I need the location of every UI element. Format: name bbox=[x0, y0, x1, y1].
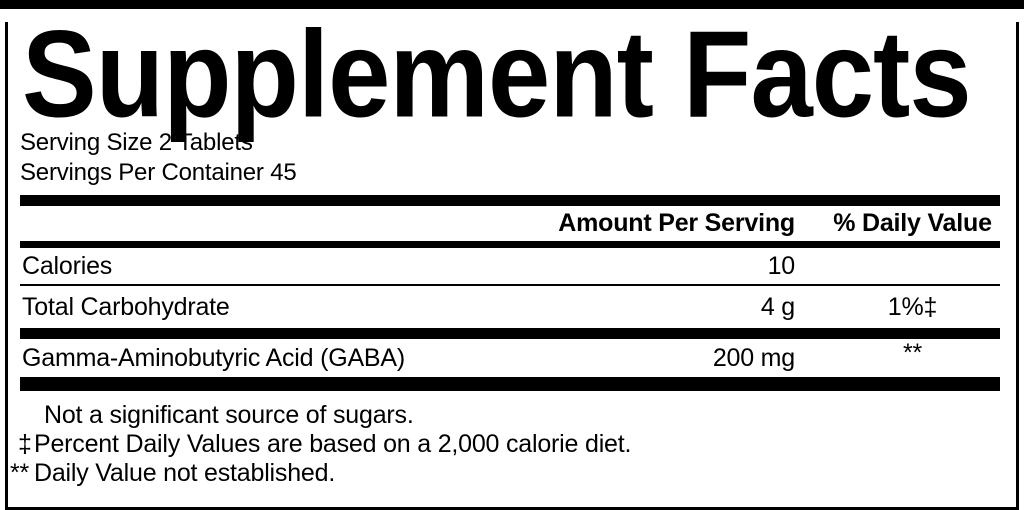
footnote-daily-values: ‡ Percent Daily Values are based on a 2,… bbox=[10, 430, 1000, 459]
footnote-marker bbox=[20, 401, 44, 430]
footnote-text: Percent Daily Values are based on a 2,00… bbox=[34, 430, 632, 458]
nutrient-amount: 10 bbox=[767, 251, 796, 280]
nutrient-daily-value: ** bbox=[902, 338, 923, 367]
label-title: Supplement Facts bbox=[22, 5, 972, 143]
footnote-dv-not-established: ** Daily Value not established. bbox=[10, 459, 1000, 488]
label-content: Supplement Facts Serving Size 2 Tablets … bbox=[8, 5, 1016, 488]
label-box: Supplement Facts Serving Size 2 Tablets … bbox=[5, 5, 1019, 510]
nutrient-name: Calories bbox=[22, 251, 113, 280]
nutrient-name: Total Carbohydrate bbox=[22, 292, 230, 321]
footnote-marker: ** bbox=[10, 459, 30, 487]
serving-size-text: Serving Size 2 Tablets bbox=[20, 129, 253, 156]
table-header-row: Amount Per Serving % Daily Value bbox=[20, 206, 1000, 241]
footnote-text: Not a significant source of sugars. bbox=[44, 401, 414, 429]
nutrient-daily-value: 1%‡ bbox=[887, 292, 938, 321]
serving-info: Serving Size 2 Tablets Servings Per Cont… bbox=[20, 128, 1000, 188]
nutrient-amount: 200 mg bbox=[712, 343, 795, 372]
top-border-bar bbox=[0, 0, 1024, 9]
footnote-marker: ‡ bbox=[18, 430, 32, 458]
table-row-total-carbohydrate: Total Carbohydrate 4 g 1%‡ bbox=[20, 286, 1000, 328]
footnote-sugars: Not a significant source of sugars. bbox=[10, 401, 1000, 430]
divider-thick-middle bbox=[20, 328, 1000, 339]
footnotes: Not a significant source of sugars. ‡ Pe… bbox=[10, 391, 1000, 488]
divider-thick-top bbox=[20, 195, 1000, 206]
table-row-calories: Calories 10 bbox=[20, 248, 1000, 286]
table-row-gaba: Gamma-Aminobutyric Acid (GABA) 200 mg ** bbox=[20, 339, 1000, 377]
divider-medium-header bbox=[20, 241, 1000, 248]
daily-value-header: % Daily Value bbox=[833, 209, 992, 237]
amount-per-serving-header: Amount Per Serving bbox=[558, 209, 795, 237]
divider-thick-bottom bbox=[20, 377, 1000, 391]
servings-per-container-text: Servings Per Container 45 bbox=[20, 159, 297, 186]
footnote-text: Daily Value not established. bbox=[34, 459, 336, 487]
nutrient-amount: 4 g bbox=[760, 292, 795, 321]
nutrient-name: Gamma-Aminobutyric Acid (GABA) bbox=[22, 343, 405, 372]
